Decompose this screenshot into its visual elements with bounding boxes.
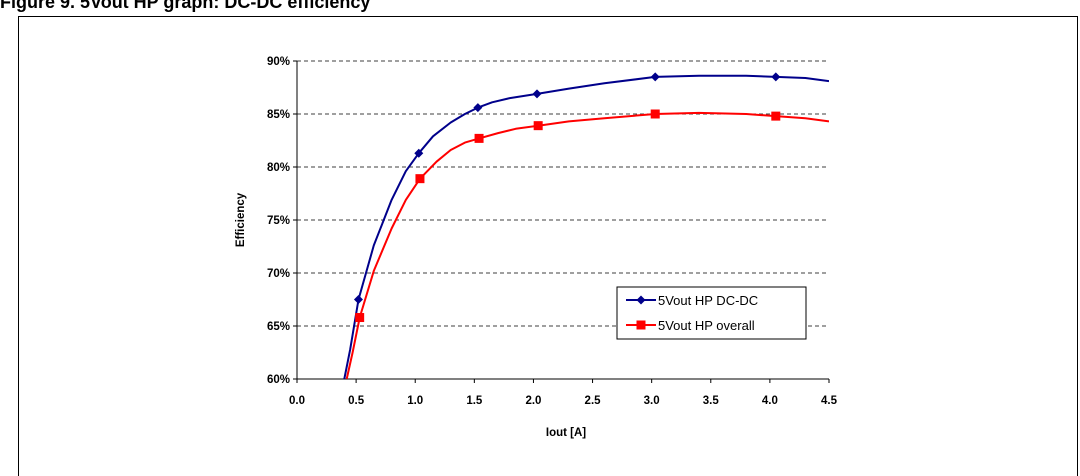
data-point-diamond — [532, 89, 542, 99]
data-point-diamond — [771, 72, 781, 82]
y-tick-label: 70% — [267, 268, 290, 280]
x-tick-label: 1.0 — [407, 395, 423, 407]
plot-area — [343, 74, 829, 379]
x-tick-label: 3.5 — [703, 395, 720, 407]
x-tick-label: 4.5 — [821, 395, 838, 407]
data-point-square — [533, 121, 543, 131]
y-tick-label: 90% — [267, 56, 290, 68]
data-point-diamond — [650, 72, 660, 82]
data-point-square — [474, 133, 484, 143]
x-tick-label: 0.0 — [289, 395, 305, 407]
y-tick-label: 80% — [267, 162, 290, 174]
legend-label: 5Vout HP DC-DC — [658, 293, 758, 308]
legend-box — [616, 286, 807, 340]
legend-marker-diamond — [636, 295, 646, 305]
data-point-square — [415, 174, 425, 184]
x-tick-label: 0.5 — [348, 395, 365, 407]
data-point-diamond — [473, 103, 483, 113]
legend-label: 5Vout HP overall — [658, 318, 755, 333]
y-tick-label: 65% — [267, 321, 290, 333]
y-tick-label: 85% — [267, 109, 290, 121]
figure-caption: Figure 9. 5Vout HP graph: DC-DC efficien… — [0, 0, 371, 12]
x-tick-label: 4.0 — [762, 395, 778, 407]
series-line-1 — [343, 74, 829, 379]
y-tick-label: 75% — [267, 215, 290, 227]
x-tick-label: 1.5 — [466, 395, 483, 407]
x-axis-title: Iout [A] — [546, 427, 586, 439]
data-point-diamond — [414, 148, 424, 158]
x-tick-label: 3.0 — [644, 395, 660, 407]
x-tick-label: 2.0 — [525, 395, 541, 407]
series-line-2 — [345, 111, 829, 379]
figure-frame — [18, 16, 1078, 476]
y-axis-title: Efficiency — [235, 192, 247, 247]
data-point-square — [771, 111, 781, 121]
data-point-diamond — [353, 295, 363, 304]
y-tick-label: 60% — [267, 374, 290, 386]
x-tick-label: 2.5 — [585, 395, 602, 407]
data-point-square — [355, 313, 365, 323]
data-point-square — [650, 109, 660, 119]
legend-marker-square — [636, 320, 646, 330]
